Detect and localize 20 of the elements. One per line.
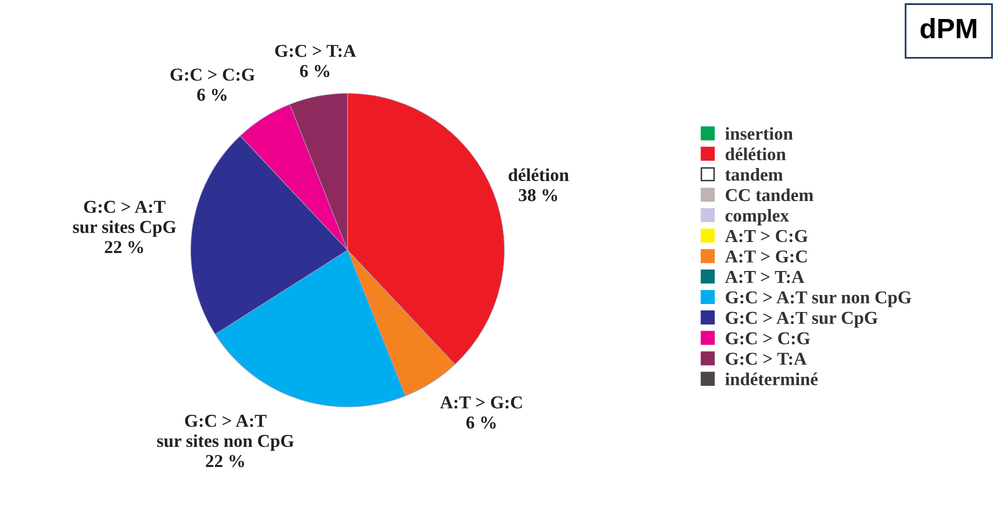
legend-label: G:C > C:G <box>726 332 810 344</box>
data-label: A:T > G:C 6 % <box>440 396 522 429</box>
chart-title: dPM <box>920 18 976 38</box>
legend-label: A:T > C:G <box>725 230 808 242</box>
data-label: G:C > C:G 6 % <box>170 68 255 101</box>
legend-label: A:T > G:C <box>725 250 807 263</box>
legend-label: tandem <box>725 168 783 181</box>
data-label: délétion 38 % <box>508 168 569 202</box>
legend-label: CC tandem <box>726 188 814 202</box>
data-label: G:C > A:T sur sites non CpG 22 % <box>157 414 294 468</box>
legend-label: insertion <box>725 127 793 140</box>
data-label: G:C > T:A 6 % <box>275 44 356 78</box>
legend-label: complex <box>726 208 789 226</box>
legend-label: G:C > A:T sur CpG <box>726 312 878 328</box>
legend-label: G:C > A:T sur non CpG <box>726 291 912 308</box>
legend-label: A:T > T:A <box>725 270 804 284</box>
data-label: G:C > A:T sur sites CpG 22 % <box>72 200 176 254</box>
legend-label: délétion <box>726 148 786 160</box>
legend-label: indéterminé <box>725 372 818 386</box>
legend-label: G:C > T:A <box>726 352 807 365</box>
